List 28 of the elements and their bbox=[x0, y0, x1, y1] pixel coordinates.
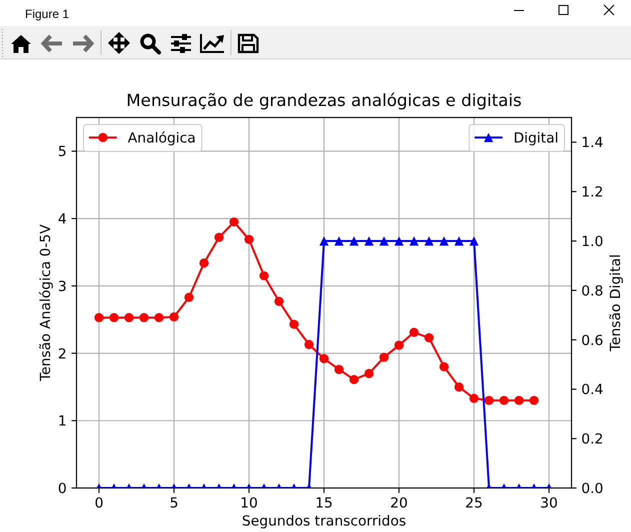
x-tick-label: 20 bbox=[390, 496, 408, 512]
legend-label: Digital bbox=[513, 130, 559, 146]
y2-tick-label: 1.0 bbox=[581, 234, 604, 250]
y2-tick-label: 0.0 bbox=[581, 481, 604, 497]
y-tick-label: 3 bbox=[58, 278, 67, 295]
x-tick-label: 15 bbox=[315, 496, 333, 512]
caption: Figure 1 bbox=[25, 7, 70, 21]
y-tick-label: 2 bbox=[58, 346, 67, 362]
x-axis-title: Segundos transcorridos bbox=[242, 514, 406, 530]
y-axis-title: Tensão Analógica 0-5V bbox=[38, 224, 54, 382]
y2-tick-label: 0.4 bbox=[581, 382, 604, 398]
y2-tick-label: 0.8 bbox=[581, 283, 604, 300]
y-tick-label: 0 bbox=[58, 481, 67, 497]
y2-tick-label: 1.4 bbox=[581, 135, 604, 152]
y-tick-label: 5 bbox=[58, 144, 67, 160]
legend-label: Analógica bbox=[128, 130, 196, 146]
x-tick-label: 25 bbox=[465, 496, 483, 512]
chart-title: Mensuração de grandezas analógicas e digitais bbox=[126, 90, 522, 110]
y2-axis-title: Tensão Digital bbox=[608, 254, 624, 352]
y2-tick-label: 0.6 bbox=[581, 332, 604, 349]
x-tick-label: 5 bbox=[170, 496, 178, 512]
y-tick-label: 4 bbox=[58, 212, 67, 228]
y2-tick-label: 0.2 bbox=[581, 432, 604, 448]
x-tick-label: 0 bbox=[94, 496, 104, 512]
y2-tick-label: 1.2 bbox=[581, 184, 604, 201]
x-tick-label: 30 bbox=[540, 496, 558, 512]
y-tick-label: 1 bbox=[58, 414, 67, 430]
x-tick-label: 10 bbox=[240, 496, 258, 512]
